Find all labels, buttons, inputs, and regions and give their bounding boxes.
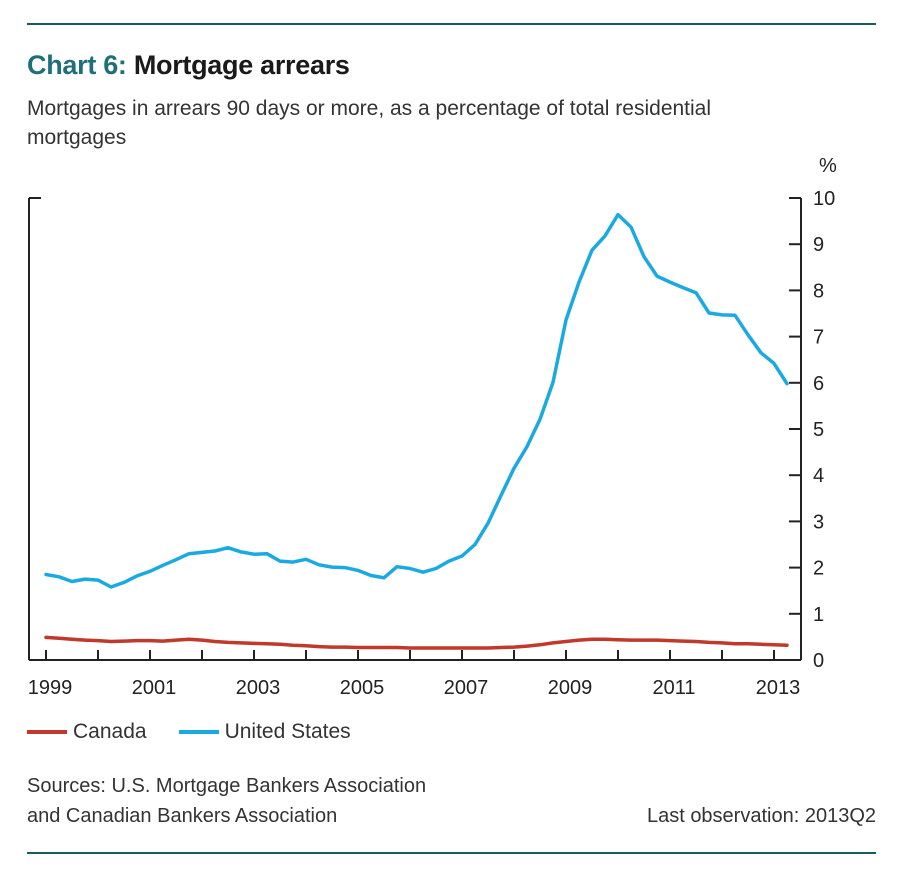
sources-line-2: and Canadian Bankers Association (27, 805, 338, 827)
y-tick-label: 6 (813, 373, 824, 395)
bottom-rule (27, 852, 876, 854)
series-line-united-states (44, 212, 789, 589)
y-tick-label: 7 (813, 327, 824, 349)
chart-title-text: Mortgage arrears (133, 50, 350, 80)
legend-item-canada: Canada (27, 720, 147, 744)
legend-swatch-canada (27, 730, 67, 734)
x-tick-label: 1999 (28, 677, 73, 699)
y-tick-label: 8 (813, 280, 824, 302)
top-rule (27, 23, 876, 25)
x-tick-label: 2009 (548, 677, 593, 699)
y-tick-label: 5 (813, 419, 824, 441)
x-tick-label: 2007 (444, 677, 489, 699)
y-tick-label: 4 (813, 465, 824, 487)
x-tick-label: 2011 (652, 677, 695, 699)
y-tick-label: 2 (813, 558, 824, 580)
legend-label-canada: Canada (73, 720, 147, 743)
y-axis-unit-label: % (819, 155, 837, 177)
series-line-canada (44, 635, 789, 650)
y-tick-label: 9 (813, 234, 824, 256)
sources-line-1: Sources: U.S. Mortgage Bankers Associati… (27, 775, 427, 797)
chart-title: Chart 6: Mortgage arrears (27, 50, 350, 81)
y-tick-label: 10 (813, 188, 835, 210)
y-tick-label: 3 (813, 511, 824, 533)
x-tick-label: 2003 (236, 677, 281, 699)
chart-number: Chart 6: (27, 50, 127, 80)
chart-subtitle: Mortgages in arrears 90 days or more, as… (27, 97, 712, 149)
legend-item-united-states: United States (178, 720, 351, 744)
x-tick-label: 2013 (756, 677, 801, 699)
sources-note: Sources: U.S. Mortgage Bankers Associati… (27, 771, 426, 831)
legend-swatch-united-states (178, 730, 219, 734)
y-tick-label: 1 (813, 604, 824, 626)
x-tick-label: 2001 (132, 677, 177, 699)
legend-label-united-states: United States (224, 720, 351, 743)
last-observation-note: Last observation: 2013Q2 (646, 805, 876, 827)
x-tick-label: 2005 (340, 677, 385, 699)
y-tick-label: 0 (813, 650, 824, 672)
legend: Canada United States (27, 720, 383, 744)
